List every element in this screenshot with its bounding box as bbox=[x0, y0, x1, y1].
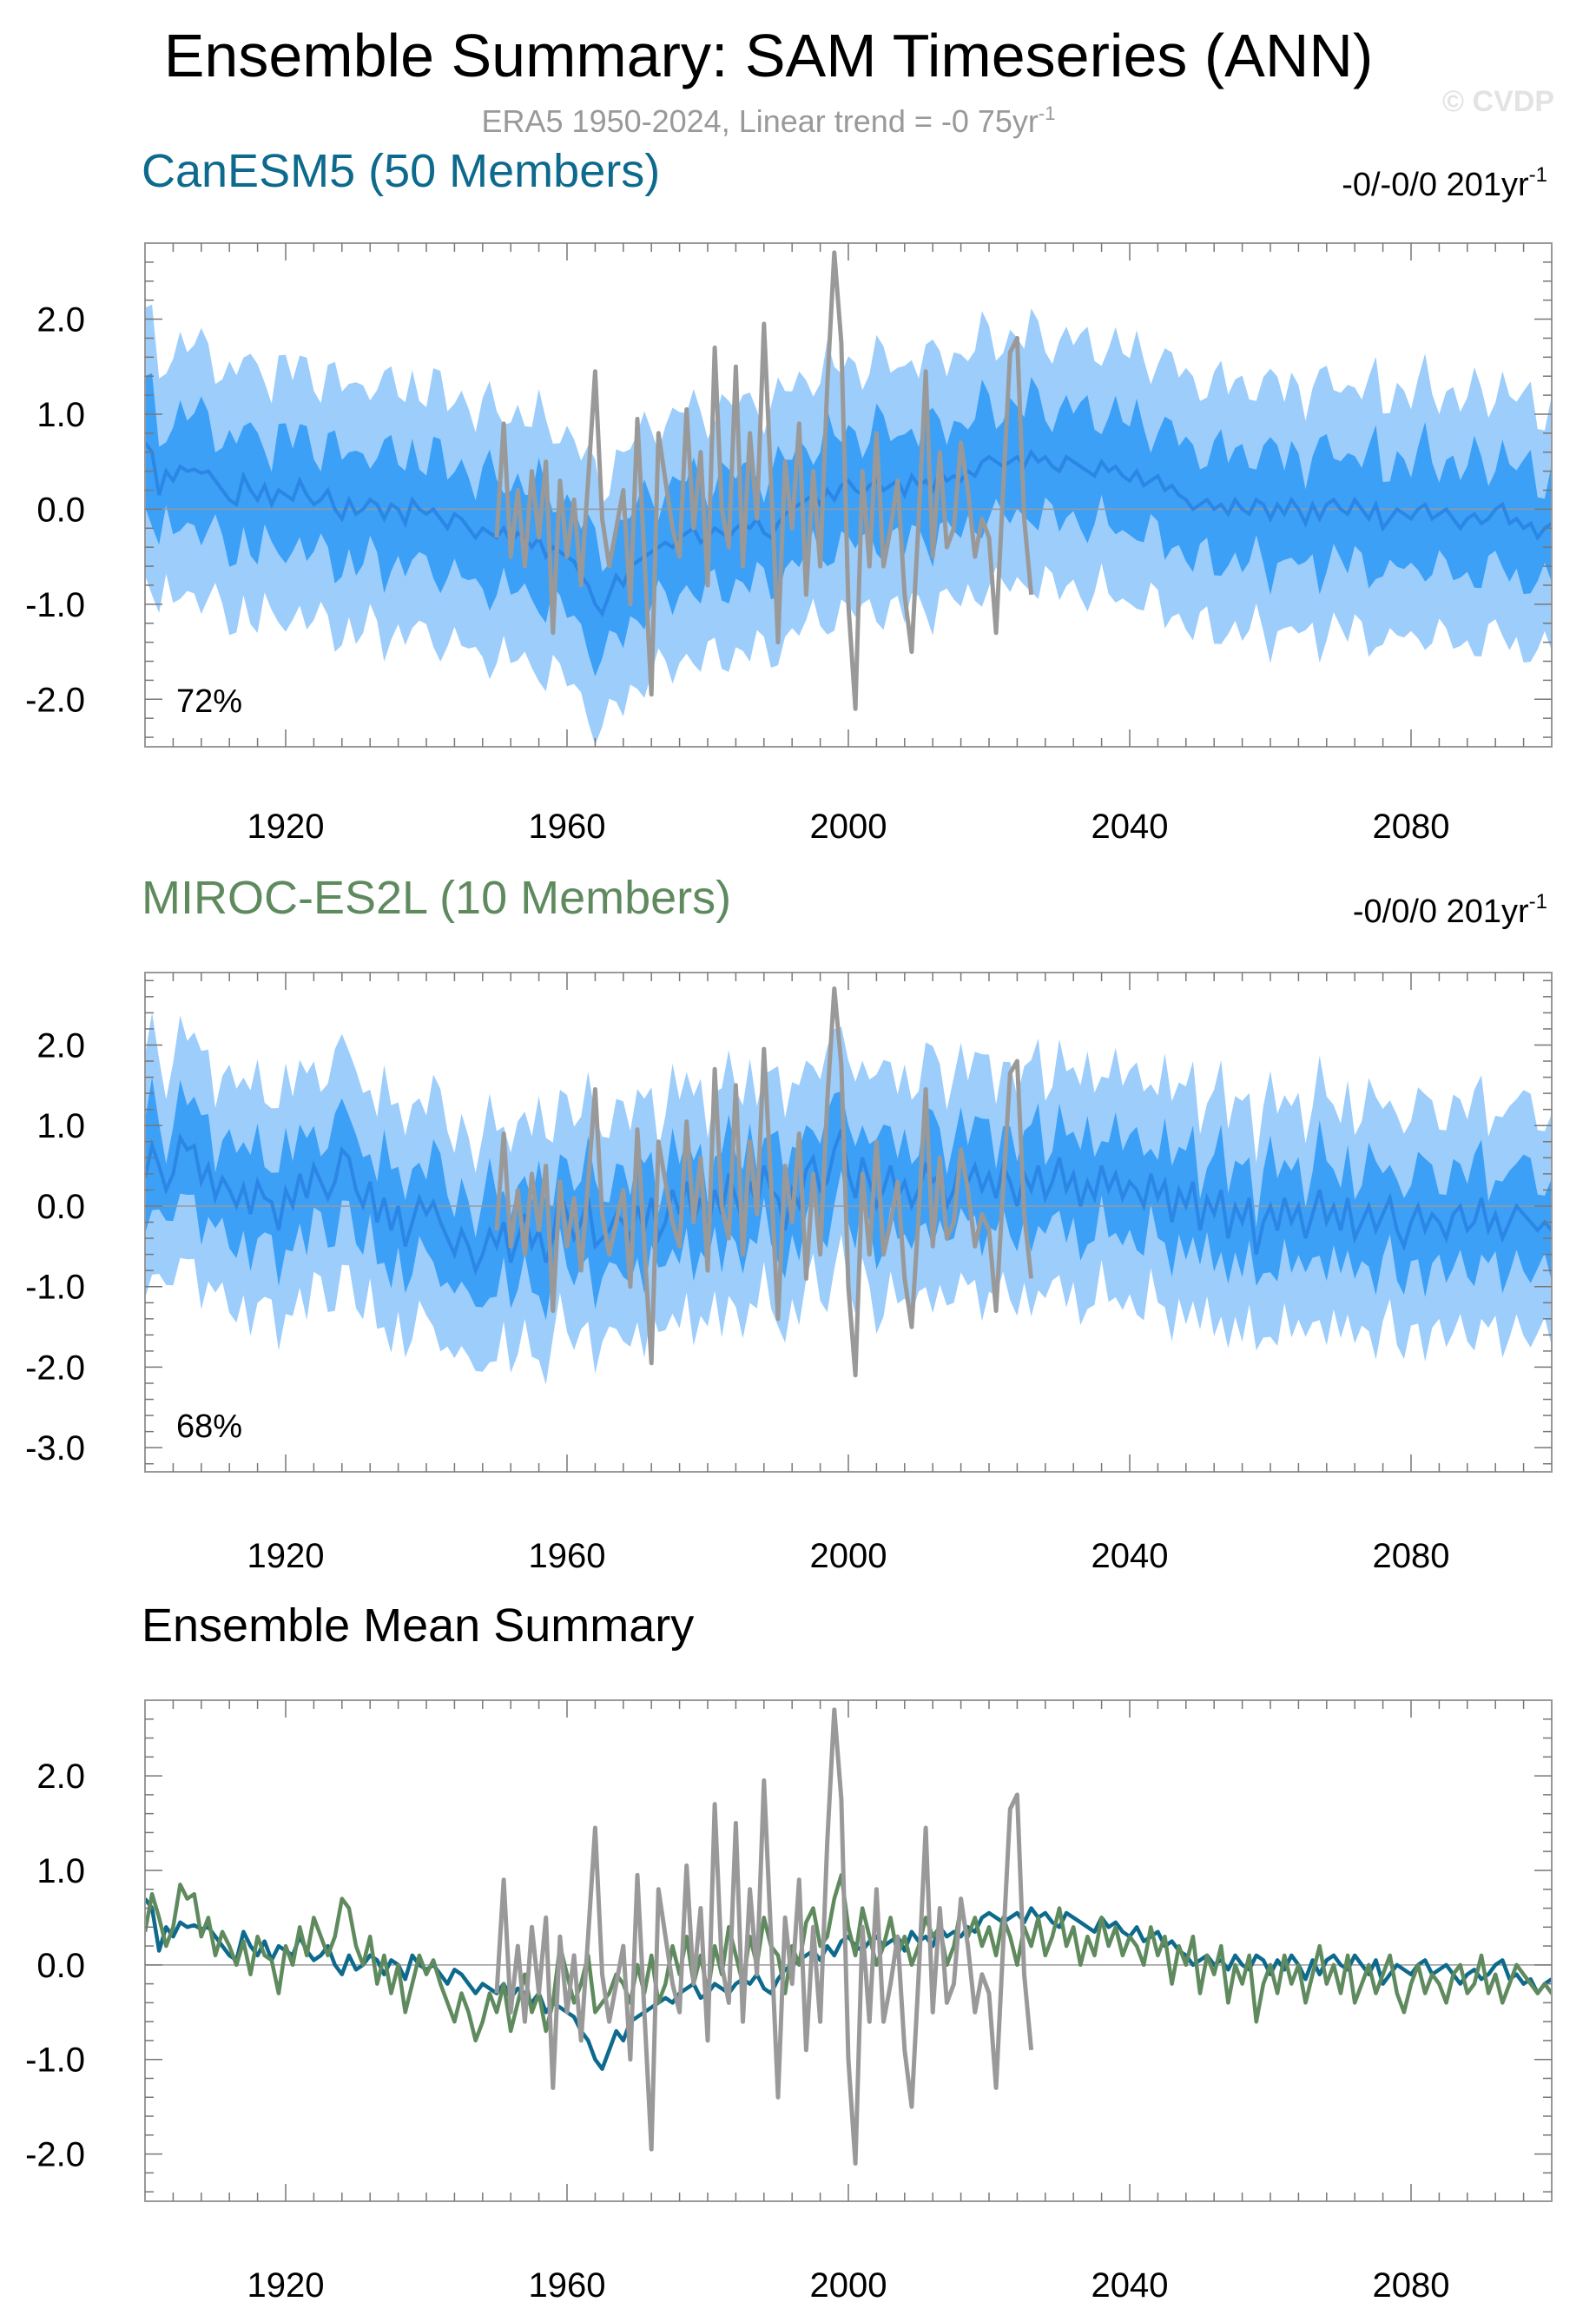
panel-trend: -0/-0/0 201yr-1 bbox=[1342, 163, 1547, 203]
plot-area bbox=[145, 1707, 1552, 2166]
x-tick-label: 1920 bbox=[247, 2266, 325, 2305]
y-tick-label: 2.0 bbox=[36, 301, 85, 340]
inner-spread-band bbox=[145, 1077, 1552, 1321]
panel-ensemble-mean-summary: Ensemble Mean Summary 1920 1960 2000 2040 208… bbox=[25, 1599, 1553, 2305]
plot-area bbox=[145, 986, 1552, 1385]
x-tick-label: 2000 bbox=[810, 808, 887, 846]
ensemble-mean-line bbox=[145, 1129, 1552, 1276]
y-tick-label: -1.0 bbox=[25, 1269, 85, 1307]
y-tick-label: 2.0 bbox=[36, 1758, 85, 1796]
panel-canesm5: CanESM5 (50 Members) -0/-0/0 201yr-1 72% 19… bbox=[25, 145, 1553, 846]
panel-title: Ensemble Mean Summary bbox=[142, 1599, 694, 1652]
panel-trend: -0/0/0 201yr-1 bbox=[1353, 890, 1547, 930]
y-tick-label: -2.0 bbox=[25, 1349, 85, 1387]
x-tick-label: 2080 bbox=[1373, 2266, 1450, 2305]
figure-title: Ensemble Summary: SAM Timeseries (ANN) bbox=[164, 22, 1374, 89]
canesm5-mean-line bbox=[145, 1897, 1552, 2071]
panel-title: CanESM5 (50 Members) bbox=[142, 145, 660, 197]
panel-miroc-es2l: MIROC-ES2L (10 Members) -0/0/0 201yr-1 68%… bbox=[25, 872, 1553, 1575]
y-tick-label: -1.0 bbox=[25, 2041, 85, 2080]
y-tick-label: -1.0 bbox=[25, 586, 85, 624]
trend-text: -0/0/0 201yr bbox=[1353, 894, 1529, 930]
y-tick-label: -2.0 bbox=[25, 2136, 85, 2174]
trend-text: -0/-0/0 201yr bbox=[1342, 167, 1529, 203]
y-tick-label: 0.0 bbox=[36, 491, 85, 529]
observations-line bbox=[494, 250, 1034, 711]
percent-label: 72% bbox=[176, 683, 242, 720]
x-tick-label: 2040 bbox=[1091, 1537, 1169, 1575]
observations-line bbox=[494, 1707, 1034, 2166]
ensemble-mean-line bbox=[145, 441, 1552, 617]
y-tick-label: 2.0 bbox=[36, 1026, 85, 1065]
x-tick-label: 2040 bbox=[1091, 2266, 1169, 2305]
y-tick-label: -2.0 bbox=[25, 681, 85, 719]
figure-subtitle: ERA5 1950-2024, Linear trend = -0 75yr-1 bbox=[482, 102, 1056, 139]
y-tick-label: 1.0 bbox=[36, 396, 85, 434]
miroc-mean-line bbox=[145, 1873, 1552, 2043]
x-tick-label: 2080 bbox=[1373, 1537, 1450, 1575]
plot-area bbox=[145, 250, 1552, 745]
watermark: © CVDP bbox=[1442, 85, 1554, 118]
percent-label: 68% bbox=[176, 1408, 242, 1445]
trend-superscript: -1 bbox=[1529, 163, 1547, 187]
x-tick-label: 1920 bbox=[247, 808, 325, 846]
trend-superscript: -1 bbox=[1529, 890, 1547, 913]
y-tick-label: 0.0 bbox=[36, 1947, 85, 1985]
y-tick-label: 1.0 bbox=[36, 1107, 85, 1145]
y-tick-label: 0.0 bbox=[36, 1188, 85, 1226]
x-tick-label: 2000 bbox=[810, 1537, 887, 1575]
x-tick-label: 2000 bbox=[810, 2266, 887, 2305]
x-tick-label: 2080 bbox=[1373, 808, 1450, 846]
x-tick-label: 2040 bbox=[1091, 808, 1169, 846]
y-tick-label: -3.0 bbox=[25, 1429, 85, 1467]
x-tick-label: 1960 bbox=[529, 808, 606, 846]
subtitle-superscript: -1 bbox=[1039, 102, 1056, 124]
observations-line bbox=[494, 986, 1034, 1378]
x-tick-label: 1920 bbox=[247, 1537, 325, 1575]
panel-title: MIROC-ES2L (10 Members) bbox=[142, 872, 731, 924]
y-tick-label: 1.0 bbox=[36, 1852, 85, 1890]
subtitle-text: ERA5 1950-2024, Linear trend = -0 75yr bbox=[482, 103, 1039, 139]
x-tick-label: 1960 bbox=[529, 1537, 606, 1575]
x-tick-label: 1960 bbox=[529, 2266, 606, 2305]
